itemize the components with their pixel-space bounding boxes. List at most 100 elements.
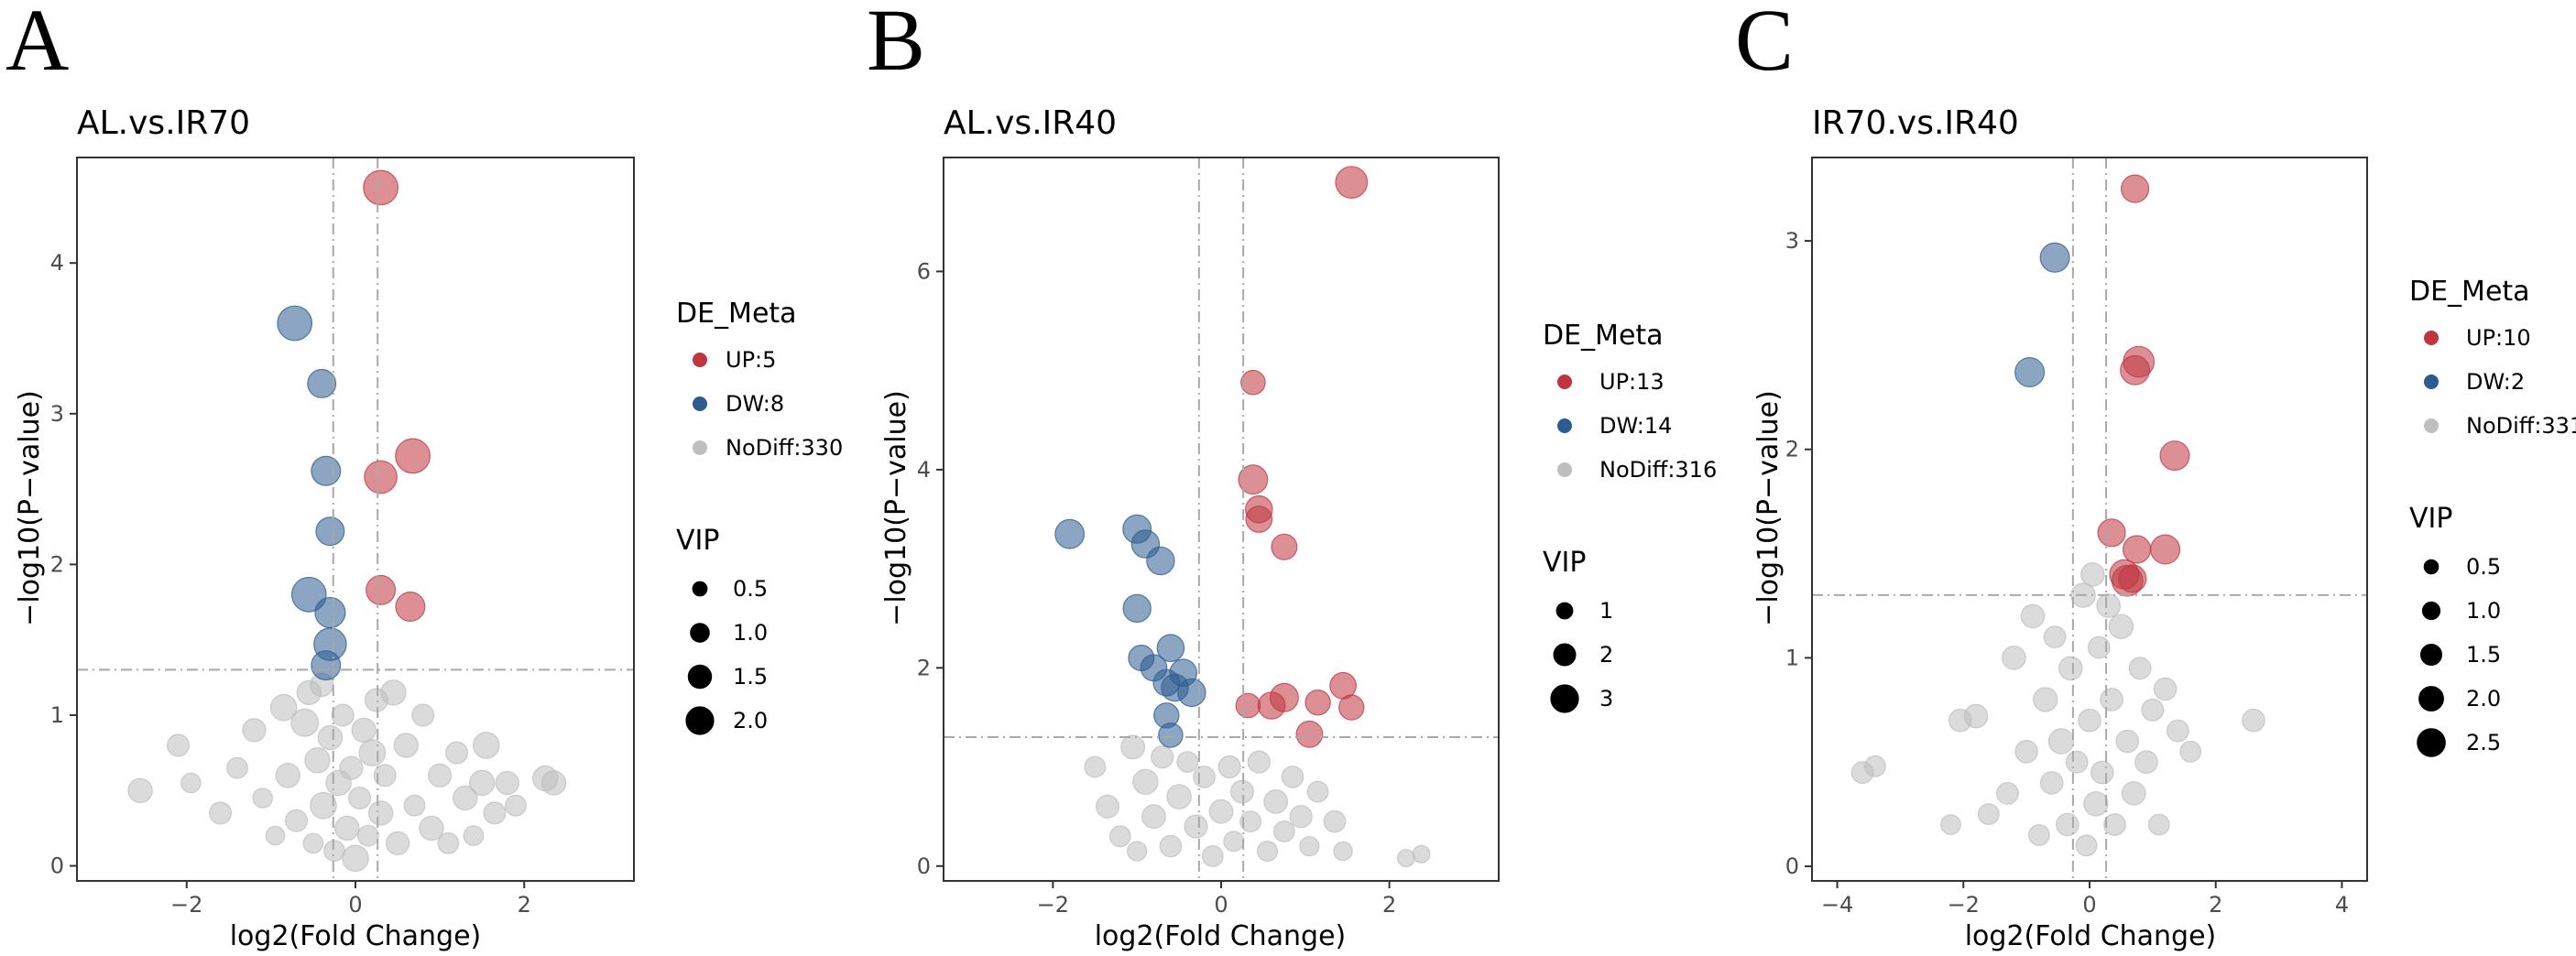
point-nodiff-14 <box>304 747 331 774</box>
point-nodiff-16 <box>310 791 337 820</box>
x-tick-label-3: 2 <box>2209 892 2222 918</box>
point-nodiff-11 <box>1184 814 1208 839</box>
point-nodiff-17 <box>317 724 344 751</box>
point-nodiff-37 <box>428 763 453 788</box>
point-nodiff-27 <box>358 739 387 766</box>
panel-b-size-marker-0 <box>1555 602 1574 620</box>
panel-b-ylabel: −log10(P−value) <box>880 390 912 626</box>
panel-b-legend-up: UP:13 <box>1599 369 1665 395</box>
point-nodiff-25 <box>2096 593 2121 618</box>
panel-c-legend-dw: DW:2 <box>2466 369 2525 395</box>
panel-c-legend-dw-marker <box>2424 375 2439 389</box>
x-tick-label-1: 0 <box>1214 892 1228 918</box>
point-nodiff-6 <box>1996 782 2019 805</box>
point-nodiff-1 <box>1095 794 1119 819</box>
panel-c-size-label-0: 0.5 <box>2466 554 2501 580</box>
panel-b-legend-up-marker <box>1557 375 1572 389</box>
point-dw-3 <box>315 516 345 547</box>
panel-b-size-marker-1 <box>1553 643 1577 667</box>
point-up-2 <box>364 460 398 494</box>
point-nodiff-40 <box>453 785 478 811</box>
panel-a-size-marker-2 <box>687 664 713 690</box>
point-up-9 <box>1257 691 1286 720</box>
point-nodiff-16 <box>1223 831 1245 853</box>
point-nodiff-26 <box>356 824 379 847</box>
point-nodiff-34 <box>403 794 426 817</box>
point-dw-11 <box>1177 678 1206 708</box>
y-tick-label-4: 4 <box>50 250 64 276</box>
point-nodiff-43 <box>472 732 500 759</box>
point-up-1 <box>395 438 431 474</box>
panel-b-size-marker-2 <box>1550 684 1579 713</box>
point-dw-10 <box>1152 668 1181 697</box>
panel-a-legend-title: DE_Meta <box>676 298 797 330</box>
point-nodiff-5 <box>1977 803 2000 825</box>
point-nodiff-2 <box>180 772 202 794</box>
point-nodiff-39 <box>445 741 469 765</box>
point-dw-3 <box>1146 546 1175 576</box>
point-up-5 <box>2150 534 2181 565</box>
x-tick-label-2: 2 <box>518 892 531 918</box>
point-nodiff-29 <box>367 800 394 826</box>
point-nodiff-1 <box>1863 755 1886 777</box>
panel-a-legend: DE_Meta UP:5 DW:8 NoDiff:330 VIP 0.5 1.0… <box>676 298 843 735</box>
point-nodiff-38 <box>437 832 460 854</box>
point-nodiff-27 <box>1323 809 1347 833</box>
panel-b-legend-title: DE_Meta <box>1543 320 1664 352</box>
panel-b-size-label-1: 2 <box>1599 642 1613 668</box>
point-nodiff-11 <box>290 708 320 737</box>
panel-b-legend: DE_Meta UP:13 DW:14 NoDiff:316 VIP 1 2 3 <box>1543 320 1717 713</box>
panel-a-legend-up: UP:5 <box>726 347 776 373</box>
point-nodiff-9 <box>2020 603 2046 629</box>
point-nodiff-26 <box>1306 780 1329 803</box>
point-nodiff-1 <box>167 733 191 757</box>
panel-b-size-label-2: 3 <box>1599 686 1613 712</box>
point-nodiff-33 <box>2141 698 2165 722</box>
point-nodiff-12 <box>2039 771 2064 795</box>
point-nodiff-42 <box>469 769 496 797</box>
point-nodiff-28 <box>1333 841 1353 862</box>
point-up-10 <box>1235 692 1261 719</box>
point-nodiff-21 <box>2080 561 2105 587</box>
point-nodiff-7 <box>265 825 286 846</box>
panel-c-legend-up: UP:10 <box>2466 325 2531 351</box>
point-nodiff-0 <box>1084 755 1107 778</box>
point-nodiff-34 <box>2147 813 2170 836</box>
point-nodiff-8 <box>2014 739 2038 764</box>
point-nodiff-20 <box>1256 840 1278 862</box>
panel-label-b: B <box>867 0 925 89</box>
point-dw-1 <box>307 368 337 398</box>
x-tick-label-2: 2 <box>1382 892 1396 918</box>
point-nodiff-9 <box>275 763 300 788</box>
point-nodiff-17 <box>2065 750 2089 774</box>
point-up-0 <box>1335 166 1369 200</box>
panel-c-size-marker-0 <box>2423 559 2440 575</box>
point-up-0 <box>2121 174 2150 203</box>
point-nodiff-24 <box>1289 805 1313 829</box>
point-nodiff-2 <box>1108 825 1131 848</box>
point-nodiff-18 <box>323 840 345 862</box>
point-nodiff-7 <box>2002 646 2026 670</box>
panel-a-size-legend-title: VIP <box>676 525 719 557</box>
point-nodiff-44 <box>483 801 507 825</box>
point-nodiff-6 <box>252 788 273 809</box>
panel-c-size-label-3: 2.0 <box>2466 686 2501 712</box>
panel-a-title: AL.vs.IR70 <box>77 104 250 142</box>
panel-b-legend-dw: DW:14 <box>1599 413 1672 439</box>
point-nodiff-20 <box>2078 708 2101 733</box>
point-nodiff-26 <box>2100 688 2123 712</box>
panel-b-title: AL.vs.IR40 <box>944 104 1117 142</box>
point-dw-4 <box>1122 593 1152 624</box>
point-up-4 <box>395 591 426 622</box>
panel-a-size-label-0: 0.5 <box>733 576 768 602</box>
x-tick-label-0: −4 <box>1821 892 1853 918</box>
panel-c-legend-nodiff-marker <box>2424 418 2439 433</box>
y-tick-label-3: 3 <box>1785 228 1799 254</box>
point-nodiff-3 <box>1120 734 1145 760</box>
point-dw-0 <box>1054 518 1086 549</box>
point-nodiff-21 <box>1263 789 1289 814</box>
point-nodiff-4 <box>226 756 248 779</box>
panel-label-a: A <box>5 0 69 89</box>
point-nodiff-29 <box>2115 729 2140 754</box>
